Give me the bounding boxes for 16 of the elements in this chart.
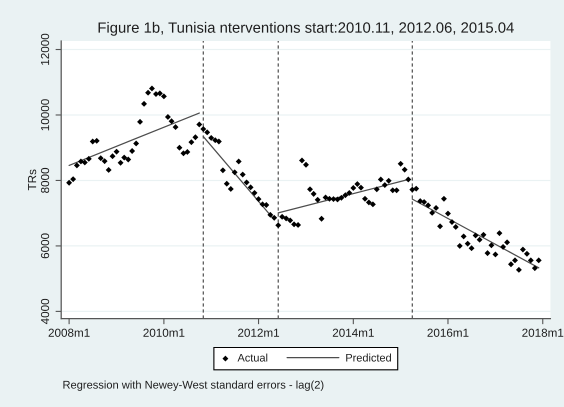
x-tick-label: 2010m1 bbox=[143, 328, 184, 337]
y-axis-title: TRs bbox=[28, 170, 36, 190]
legend-label: Actual bbox=[238, 354, 268, 362]
x-tick-label: 2014m1 bbox=[332, 328, 374, 337]
y-tick-label: 4000 bbox=[40, 298, 50, 324]
x-tick-label: 2018m1 bbox=[522, 328, 564, 337]
y-tick-label: 10000 bbox=[40, 99, 50, 130]
x-tick-label: 2012m1 bbox=[238, 328, 280, 337]
legend-label: Predicted bbox=[346, 354, 391, 362]
x-tick-label: 2008m1 bbox=[48, 328, 90, 337]
y-tick-label: 6000 bbox=[40, 233, 50, 258]
chart-title: Figure 1b, Tunisia nterventions start:2010.11, 2012.06, 2015.04 bbox=[98, 22, 514, 36]
text: Regression with Newey-West standard errors - lag(2) bbox=[63, 380, 324, 391]
y-tick-label: 8000 bbox=[40, 168, 50, 193]
x-tick-label: 2016m1 bbox=[427, 328, 468, 337]
y-tick-label: 12000 bbox=[40, 34, 50, 65]
